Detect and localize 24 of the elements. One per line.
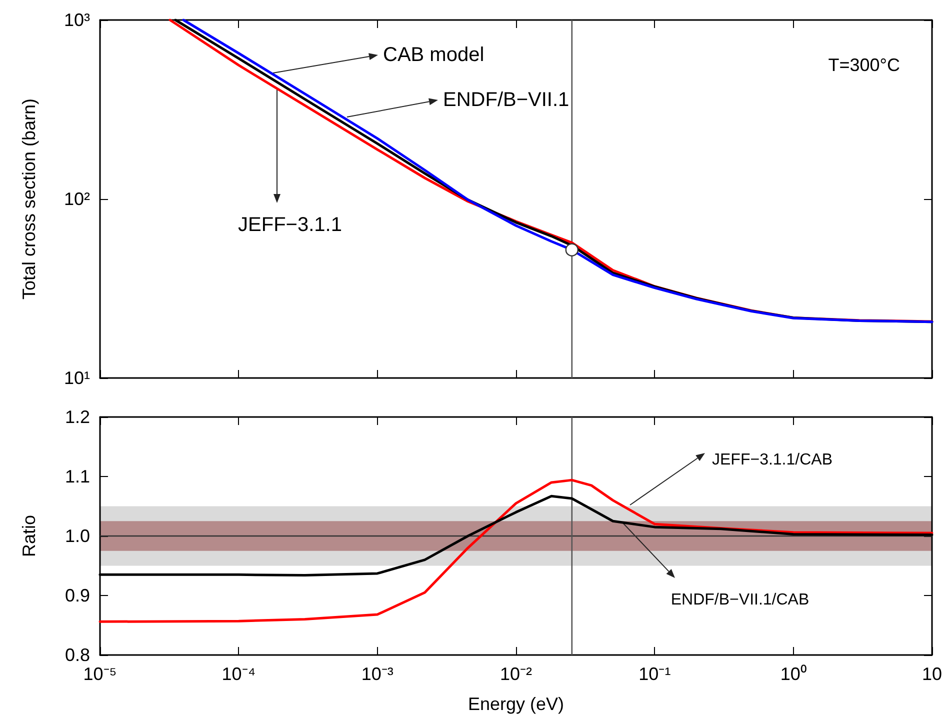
- x-tick-label: 10⁻¹: [638, 664, 671, 684]
- x-tick-label: 10: [922, 664, 942, 684]
- y-axis-title: Total cross section (barn): [19, 98, 39, 300]
- x-tick-label: 10⁻⁴: [222, 664, 256, 684]
- x-axis-title: Energy (eV): [468, 694, 564, 714]
- annotation: ENDF/B−VII.1/CAB: [670, 592, 810, 608]
- x-tick-label: 10⁰: [780, 664, 806, 684]
- y-tick-label: 0.8: [64, 645, 90, 665]
- y-tick-label: 0.9: [64, 586, 90, 606]
- annotation: T=300°C: [828, 55, 900, 75]
- y-tick-label: 1.0: [64, 526, 90, 546]
- annotation: JEFF−3.1.1/CAB: [712, 452, 832, 468]
- y-tick-label: 1.2: [64, 407, 90, 427]
- annotation: JEFF−3.1.1: [238, 214, 342, 236]
- y-axis-title: Ratio: [19, 514, 39, 558]
- annotation: CAB model: [383, 44, 484, 66]
- annotation: ENDF/B−VII.1: [443, 89, 570, 111]
- x-tick-label: 10⁻²: [500, 664, 532, 684]
- y-tick-label: 10¹: [64, 368, 90, 388]
- y-tick-label: 1.1: [64, 466, 90, 486]
- x-tick-label: 10⁻⁵: [83, 664, 117, 684]
- y-tick-label: 10³: [64, 10, 90, 30]
- x-tick-label: 10⁻³: [361, 664, 394, 684]
- y-tick-label: 10²: [64, 189, 90, 209]
